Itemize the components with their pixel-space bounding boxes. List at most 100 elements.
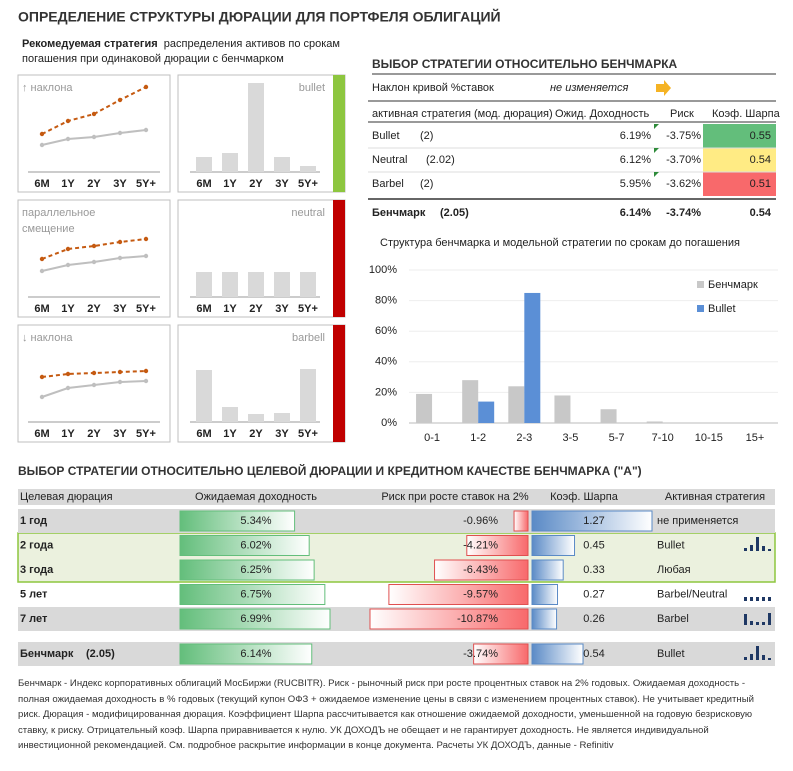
duration: (2.02) xyxy=(426,154,455,166)
sharpe-cell xyxy=(703,148,776,172)
yield-label: 6.14% xyxy=(240,648,271,660)
x-tick-label: 1Y xyxy=(223,428,237,440)
bar xyxy=(248,272,264,297)
highlight-group xyxy=(17,532,776,583)
bar xyxy=(196,157,212,172)
row-label: 3 года xyxy=(20,564,54,576)
x-tick-label: 5Y+ xyxy=(298,178,318,190)
x-tick-label: 6M xyxy=(34,303,49,315)
risk-bar xyxy=(466,535,529,556)
point xyxy=(39,142,45,148)
yield-label: 5.34% xyxy=(240,515,271,527)
legend-swatch xyxy=(697,305,704,312)
benchmark-duration: (2.05) xyxy=(440,207,469,219)
x-tick-label: 0-1 xyxy=(424,432,440,444)
bar xyxy=(646,421,663,423)
column-header: Коэф. Шарпа xyxy=(712,108,781,120)
sharpe-bar xyxy=(531,643,584,665)
bar xyxy=(274,157,290,172)
header-row xyxy=(18,489,775,505)
x-tick-label: 2Y xyxy=(249,303,263,315)
bar xyxy=(300,166,316,172)
legend-swatch xyxy=(697,281,704,288)
yield-bar xyxy=(179,510,296,532)
point xyxy=(91,243,97,249)
bar xyxy=(274,413,290,422)
y-tick-label: 60% xyxy=(375,325,397,337)
bar xyxy=(524,292,541,423)
sharpe-label: 0.54 xyxy=(583,648,604,660)
sharpe-bar xyxy=(531,608,558,630)
risk-label: -9.57% xyxy=(463,588,498,600)
duration: (2) xyxy=(420,178,433,190)
yield-bar xyxy=(179,535,310,556)
x-tick-label: 5Y+ xyxy=(136,428,156,440)
yield-label: 6.99% xyxy=(240,613,271,625)
row-label: Бенчмарк xyxy=(20,648,74,660)
recommended-bold: Рекомедуемая стратегия xyxy=(22,38,158,50)
point xyxy=(39,268,45,274)
x-tick-label: 3Y xyxy=(113,428,127,440)
strategy-name: Neutral xyxy=(372,154,407,166)
sharpe-cell xyxy=(703,124,776,148)
y-tick-label: 20% xyxy=(375,386,397,398)
sharpe-label: 0.26 xyxy=(583,613,604,625)
x-tick-label: 1Y xyxy=(223,178,237,190)
point xyxy=(143,378,149,384)
active-strategy: Barbel xyxy=(657,613,689,625)
strategy-icon xyxy=(744,537,771,660)
x-tick-label: 3Y xyxy=(113,303,127,315)
column-header: Ожид. Доходность xyxy=(555,108,650,120)
row-label: 1 год xyxy=(20,515,47,527)
risk-label: -0.96% xyxy=(463,515,498,527)
yield-bar xyxy=(179,559,315,581)
sharpe-label: 0.27 xyxy=(583,588,604,600)
footer-note: Бенчмарк - Индекс корпоративных облигаци… xyxy=(18,678,754,751)
bar xyxy=(300,369,316,422)
chart-title: Структура бенчмарка и модельной стратеги… xyxy=(380,237,740,249)
duration: (2) xyxy=(420,130,433,142)
risk-label: -3.74% xyxy=(463,648,498,660)
x-tick-label: 5-7 xyxy=(609,432,625,444)
benchmark-yield: 6.14% xyxy=(620,207,651,219)
panel-stripe xyxy=(333,75,345,192)
x-tick-label: 5Y+ xyxy=(136,178,156,190)
bar xyxy=(478,401,495,423)
point xyxy=(117,97,123,103)
risk-bar xyxy=(513,510,529,532)
strategy-name: Bullet xyxy=(372,130,400,142)
sharpe-cell xyxy=(703,172,776,196)
bar xyxy=(462,380,479,423)
column-header: Риск xyxy=(670,108,694,120)
recommended-text: Рекомедуемая стратегия распределения акт… xyxy=(22,37,357,67)
benchmark-sharpe: 0.54 xyxy=(750,207,772,219)
yield-label: 6.02% xyxy=(240,539,271,551)
scenario-label: ↓ наклона xyxy=(22,332,73,344)
x-tick-label: 6M xyxy=(196,303,211,315)
point xyxy=(91,370,97,376)
point xyxy=(117,239,123,245)
point xyxy=(65,246,71,252)
point xyxy=(65,136,71,142)
risk: -3.75% xyxy=(666,130,701,142)
x-tick-label: 1Y xyxy=(223,303,237,315)
strategy-name: Barbel xyxy=(372,178,404,190)
bar xyxy=(300,272,316,297)
bar xyxy=(196,272,212,297)
page-title: ОПРЕДЕЛЕНИЕ СТРУКТУРЫ ДЮРАЦИИ ДЛЯ ПОРТФЕ… xyxy=(18,8,501,25)
x-tick-label: 1Y xyxy=(61,303,75,315)
x-tick-label: 3Y xyxy=(113,178,127,190)
x-tick-label: 5Y+ xyxy=(298,428,318,440)
bar xyxy=(600,409,617,423)
x-tick-label: 2Y xyxy=(249,428,263,440)
x-tick-label: 2Y xyxy=(87,178,101,190)
slope-value: не изменяется xyxy=(550,82,628,94)
sharpe: 0.54 xyxy=(750,154,771,166)
bar xyxy=(274,272,290,297)
risk-label: -4.21% xyxy=(463,539,498,551)
risk-bar xyxy=(473,643,529,665)
point xyxy=(91,134,97,140)
risk-bar xyxy=(369,608,529,630)
